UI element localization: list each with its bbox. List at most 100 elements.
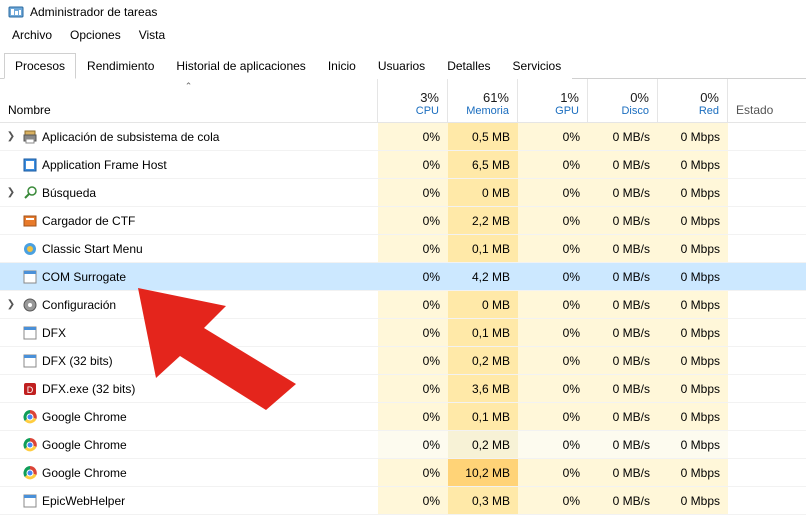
disk-cell: 0 MB/s	[588, 151, 658, 178]
table-row[interactable]: DDFX.exe (32 bits)0%3,6 MB0%0 MB/s0 Mbps	[0, 375, 806, 403]
expand-chevron-icon[interactable]: ❯	[4, 299, 18, 310]
expand-chevron-icon[interactable]: ❯	[4, 187, 18, 198]
table-row[interactable]: ❯Configuración0%0 MB0%0 MB/s0 Mbps	[0, 291, 806, 319]
cpu-cell: 0%	[378, 123, 448, 150]
table-row[interactable]: Google Chrome0%0,1 MB0%0 MB/s0 Mbps	[0, 403, 806, 431]
mem-cell: 0,1 MB	[448, 403, 518, 430]
disk-cell: 0 MB/s	[588, 347, 658, 374]
cpu-cell: 0%	[378, 235, 448, 262]
gpu-cell: 0%	[518, 123, 588, 150]
cpu-cell: 0%	[378, 291, 448, 318]
process-name: Aplicación de subsistema de cola	[42, 130, 219, 144]
mem-cell: 0,1 MB	[448, 235, 518, 262]
cpu-cell: 0%	[378, 459, 448, 486]
tab-usuarios[interactable]: Usuarios	[367, 53, 436, 79]
menu-archivo[interactable]: Archivo	[4, 26, 60, 44]
header-estado[interactable]: Estado	[728, 79, 781, 122]
disk-cell: 0 MB/s	[588, 235, 658, 262]
process-icon: D	[22, 381, 38, 397]
cpu-cell: 0%	[378, 151, 448, 178]
disk-cell: 0 MB/s	[588, 319, 658, 346]
menu-vista[interactable]: Vista	[131, 26, 173, 44]
process-icon	[22, 325, 38, 341]
net-cell: 0 Mbps	[658, 179, 728, 206]
mem-cell: 0,2 MB	[448, 347, 518, 374]
process-icon	[22, 297, 38, 313]
table-row[interactable]: Google Chrome0%10,2 MB0%0 MB/s0 Mbps	[0, 459, 806, 487]
mem-cell: 10,2 MB	[448, 459, 518, 486]
process-name: Application Frame Host	[42, 158, 167, 172]
table-row[interactable]: EpicWebHelper0%0,3 MB0%0 MB/s0 Mbps	[0, 487, 806, 515]
mem-cell: 0,3 MB	[448, 487, 518, 514]
process-icon	[22, 185, 38, 201]
gpu-cell: 0%	[518, 459, 588, 486]
header-gpu[interactable]: 1% GPU	[518, 79, 588, 122]
header-mem-pct: 61%	[452, 90, 509, 105]
process-name-cell: ❯ Aplicación de subsistema de cola	[0, 123, 378, 150]
process-icon	[22, 409, 38, 425]
cpu-cell: 0%	[378, 487, 448, 514]
process-name-cell: EpicWebHelper	[0, 487, 378, 514]
table-row[interactable]: Application Frame Host0%6,5 MB0%0 MB/s0 …	[0, 151, 806, 179]
table-row[interactable]: ❯ Aplicación de subsistema de cola 0%0,5 M…	[0, 123, 806, 151]
process-name: Cargador de CTF	[42, 214, 135, 228]
tab-historial[interactable]: Historial de aplicaciones	[165, 53, 316, 79]
mem-cell: 0 MB	[448, 291, 518, 318]
process-name-cell: ❯Búsqueda	[0, 179, 378, 206]
column-headers: ⌃ Nombre 3% CPU 61% Memoria 1% GPU 0% Di…	[0, 79, 806, 123]
table-row[interactable]: DFX (32 bits)0%0,2 MB0%0 MB/s0 Mbps	[0, 347, 806, 375]
process-list: ❯Aplicación de subsistema de cola0%0,5 M…	[0, 123, 806, 515]
process-name: Configuración	[42, 298, 116, 312]
header-disco[interactable]: 0% Disco	[588, 79, 658, 122]
header-net-pct: 0%	[662, 90, 719, 105]
process-icon	[22, 241, 38, 257]
process-icon	[22, 493, 38, 509]
net-cell: 0 Mbps	[658, 263, 728, 290]
table-row[interactable]: DFX0%0,1 MB0%0 MB/s0 Mbps	[0, 319, 806, 347]
disk-cell: 0 MB/s	[588, 179, 658, 206]
header-red[interactable]: 0% Red	[658, 79, 728, 122]
sort-indicator-icon: ⌃	[185, 81, 193, 92]
gpu-cell: 0%	[518, 263, 588, 290]
header-net-label: Red	[662, 105, 719, 117]
gpu-cell: 0%	[518, 347, 588, 374]
table-row[interactable]: COM Surrogate0%4,2 MB0%0 MB/s0 Mbps	[0, 263, 806, 291]
process-name-cell: ❯ Configuración	[0, 291, 378, 318]
gpu-cell: 0%	[518, 207, 588, 234]
tab-servicios[interactable]: Servicios	[502, 53, 573, 79]
header-cpu-label: CPU	[382, 105, 439, 117]
header-memoria[interactable]: 61% Memoria	[448, 79, 518, 122]
gpu-cell: 0%	[518, 487, 588, 514]
mem-cell: 0,5 MB	[448, 123, 518, 150]
header-mem-label: Memoria	[452, 105, 509, 117]
table-row[interactable]: Classic Start Menu0%0,1 MB0%0 MB/s0 Mbps	[0, 235, 806, 263]
mem-cell: 6,5 MB	[448, 151, 518, 178]
net-cell: 0 Mbps	[658, 151, 728, 178]
process-name-cell: Application Frame Host	[0, 151, 378, 178]
cpu-cell: 0%	[378, 347, 448, 374]
cpu-cell: 0%	[378, 431, 448, 458]
header-gpu-pct: 1%	[522, 90, 579, 105]
header-nombre[interactable]: ⌃ Nombre	[0, 79, 378, 122]
mem-cell: 4,2 MB	[448, 263, 518, 290]
gpu-cell: 0%	[518, 319, 588, 346]
gpu-cell: 0%	[518, 179, 588, 206]
expand-chevron-icon[interactable]: ❯	[4, 131, 18, 142]
title-bar: Administrador de tareas	[0, 0, 806, 24]
disk-cell: 0 MB/s	[588, 123, 658, 150]
tab-rendimiento[interactable]: Rendimiento	[76, 53, 165, 79]
table-row[interactable]: Cargador de CTF0%2,2 MB0%0 MB/s0 Mbps	[0, 207, 806, 235]
tab-procesos[interactable]: Procesos	[4, 53, 76, 79]
process-name-cell: Classic Start Menu	[0, 235, 378, 262]
tab-detalles[interactable]: Detalles	[436, 53, 501, 79]
process-name: COM Surrogate	[42, 270, 126, 284]
mem-cell: 0,2 MB	[448, 431, 518, 458]
header-disk-pct: 0%	[592, 90, 649, 105]
gpu-cell: 0%	[518, 291, 588, 318]
table-row[interactable]: Google Chrome0%0,2 MB0%0 MB/s0 Mbps	[0, 431, 806, 459]
gpu-cell: 0%	[518, 375, 588, 402]
menu-opciones[interactable]: Opciones	[62, 26, 129, 44]
table-row[interactable]: ❯Búsqueda0%0 MB0%0 MB/s0 Mbps	[0, 179, 806, 207]
tab-inicio[interactable]: Inicio	[317, 53, 367, 79]
header-cpu[interactable]: 3% CPU	[378, 79, 448, 122]
